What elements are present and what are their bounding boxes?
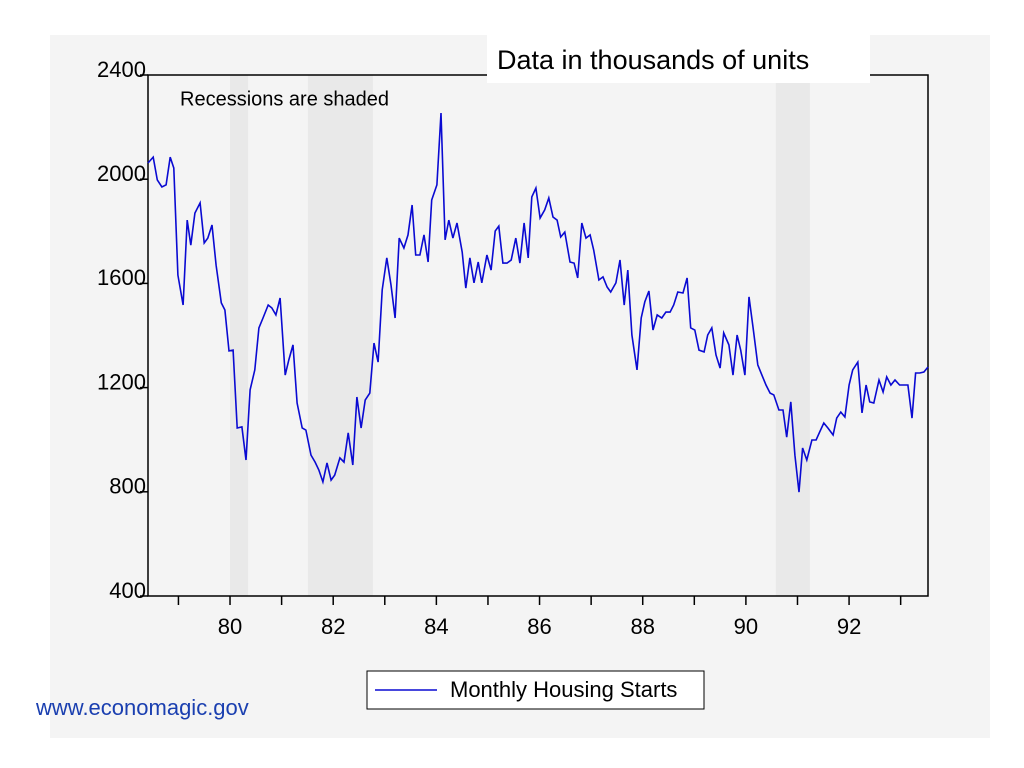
annotation: Recessions are shaded (180, 88, 389, 110)
x-tick-label: 92 (837, 614, 861, 639)
y-tick-label: 1600 (97, 265, 146, 290)
y-tick-label: 1200 (97, 369, 146, 394)
x-tick-label: 88 (630, 614, 654, 639)
x-tick-label: 86 (527, 614, 551, 639)
legend-label: Monthly Housing Starts (450, 677, 677, 702)
y-tick-label: 800 (109, 474, 146, 499)
x-tick-label: 82 (321, 614, 345, 639)
recession-shade (230, 75, 249, 596)
x-tick-label: 80 (218, 614, 242, 639)
recession-shade (775, 75, 810, 596)
data-line (147, 112, 929, 493)
y-tick-label: 2400 (97, 57, 146, 82)
y-tick-label: 2000 (97, 161, 146, 186)
chart-title: Data in thousands of units (497, 45, 809, 75)
y-tick-label: 400 (109, 578, 146, 603)
recession-shade (307, 75, 373, 596)
x-tick-label: 84 (424, 614, 448, 639)
panel (50, 35, 990, 738)
source: www.economagic.gov (35, 695, 249, 720)
title-box (487, 35, 870, 83)
x-tick-label: 90 (734, 614, 758, 639)
